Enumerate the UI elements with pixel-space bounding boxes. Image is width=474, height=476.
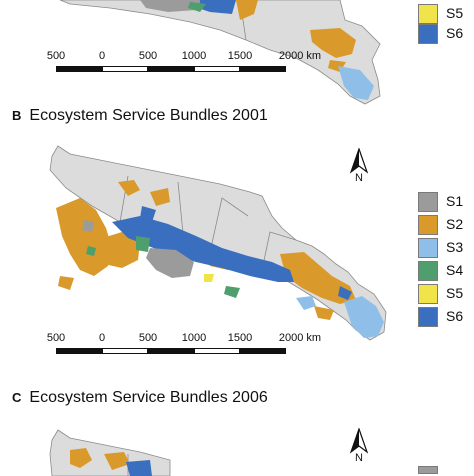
north-arrow-b: N xyxy=(347,148,371,184)
legend-label: S5 xyxy=(446,5,464,21)
scale-segment xyxy=(194,66,240,72)
legend-swatch xyxy=(418,284,438,304)
legend-item-s6: S6 xyxy=(418,24,474,44)
scale-label: 2000 km xyxy=(278,50,322,62)
scale-label: 2000 km xyxy=(278,332,322,344)
legend-label: S6 xyxy=(446,25,464,41)
scale-segment xyxy=(56,348,102,354)
legend-swatch xyxy=(418,24,438,44)
bundle-patch-s1-b2 xyxy=(82,220,94,232)
bundle-patch-s3-b2 xyxy=(296,296,316,310)
panel-letter: B xyxy=(12,108,22,123)
bundle-patch-s2-b6 xyxy=(280,252,356,304)
panel-title-text: Ecosystem Service Bundles 2001 xyxy=(29,107,268,124)
scale-label: 0 xyxy=(98,50,106,62)
scale-label: 1000 xyxy=(181,50,207,62)
scale-segment xyxy=(240,66,286,72)
legend-item-s2: S2 xyxy=(418,215,474,235)
bundle-patch-s6-b3 xyxy=(338,286,352,300)
bundle-patch-s1-a xyxy=(140,0,200,12)
legend-swatch xyxy=(418,307,438,327)
legend-swatch xyxy=(418,4,438,24)
legend-label: S4 xyxy=(446,262,464,278)
bundle-patch-s2-b3 xyxy=(118,180,140,196)
bundle-patch-s2-b2 xyxy=(96,232,140,268)
scale-segment xyxy=(148,66,194,72)
bundle-patch-s4-a xyxy=(188,2,206,12)
province-border-b3 xyxy=(209,197,249,253)
legend-item-s5: S5 xyxy=(418,4,474,24)
legend-label: S5 xyxy=(446,285,464,301)
legend-item-s4: S4 xyxy=(418,261,474,281)
legend-item-s3: S3 xyxy=(418,238,474,258)
scale-segment xyxy=(148,348,194,354)
bundle-patch-s2-b8 xyxy=(58,276,74,290)
bundle-patch-s2-a1 xyxy=(236,0,258,20)
scale-label: 1500 xyxy=(227,50,253,62)
legend-swatch xyxy=(418,261,438,281)
map-panel-b xyxy=(49,145,387,341)
legend-label: S6 xyxy=(446,308,464,324)
bundle-patch-s2-a2 xyxy=(310,28,356,58)
scale-label: 500 xyxy=(46,332,66,344)
legend-label: S1 xyxy=(446,193,464,209)
legend-label: S2 xyxy=(446,216,464,232)
legend-swatch xyxy=(418,466,438,474)
legend-swatch xyxy=(418,215,438,235)
bundle-patch-s5-b1 xyxy=(204,274,214,282)
scale-bar-a: 500 0 500 1000 1500 2000 km xyxy=(47,50,356,80)
bundle-patch-s6-c1 xyxy=(126,460,152,476)
legend-swatch xyxy=(418,192,438,212)
legend-label: S3 xyxy=(446,239,464,255)
province-border-b4 xyxy=(261,231,297,271)
bundle-patch-s4-b2 xyxy=(224,286,240,298)
bundle-patch-s2-c1 xyxy=(70,448,92,468)
bundle-patch-s6-b2 xyxy=(140,206,156,222)
north-label: N xyxy=(355,452,363,464)
scale-segment xyxy=(194,348,240,354)
north-arrow-icon xyxy=(349,428,369,454)
scale-segment xyxy=(240,348,286,354)
bundle-patch-s2-b1 xyxy=(56,198,112,276)
north-arrow-icon xyxy=(349,148,369,174)
bundle-patch-s4-b1 xyxy=(136,236,150,252)
map-panel-a xyxy=(59,0,381,105)
land-a xyxy=(59,0,381,105)
scale-bar-b: 500 0 500 1000 1500 2000 km xyxy=(47,332,356,362)
scale-label: 0 xyxy=(98,332,106,344)
bundle-patch-s1-b1 xyxy=(146,248,194,278)
bundle-patch-s6-b1 xyxy=(112,216,294,282)
legend-item-s1: S1 xyxy=(418,192,474,212)
scale-segment xyxy=(102,66,148,72)
panel-title-text: Ecosystem Service Bundles 2006 xyxy=(29,389,268,406)
bundle-patch-s2-b7 xyxy=(314,306,334,320)
bundle-patch-s6-a xyxy=(198,0,236,14)
bundle-patch-s4-b3 xyxy=(86,246,96,256)
north-label: N xyxy=(355,172,363,184)
bundle-patch-s3-b1 xyxy=(344,296,384,338)
scale-label: 500 xyxy=(138,50,158,62)
legend-swatch xyxy=(418,238,438,258)
scale-segment xyxy=(102,348,148,354)
bundle-patch-s2-b4 xyxy=(150,188,170,206)
scale-label: 500 xyxy=(138,332,158,344)
north-arrow-c: N xyxy=(347,428,371,464)
legend-item-s6: S6 xyxy=(418,307,474,327)
legend-item-s5: S5 xyxy=(418,284,474,304)
scale-label: 500 xyxy=(46,50,66,62)
bundle-patch-s2-c2 xyxy=(104,452,130,470)
map-panel-c xyxy=(49,429,171,476)
panel-letter: C xyxy=(12,390,22,405)
scale-label: 1500 xyxy=(227,332,253,344)
bundle-patch-s3-a xyxy=(338,66,374,100)
panel-title-c: C Ecosystem Service Bundles 2006 xyxy=(12,389,268,407)
land-c xyxy=(49,429,171,476)
scale-label: 1000 xyxy=(181,332,207,344)
panel-title-b: B Ecosystem Service Bundles 2001 xyxy=(12,107,268,125)
scale-segment xyxy=(56,66,102,72)
